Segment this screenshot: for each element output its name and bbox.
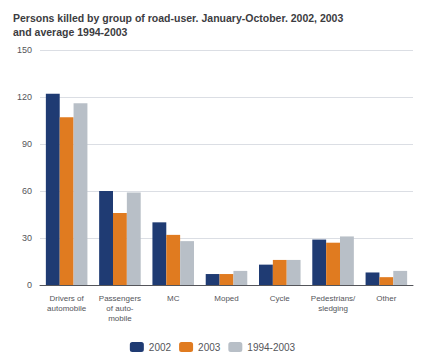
svg-text:Pedestrians/: Pedestrians/: [311, 294, 356, 303]
svg-text:1994-2003: 1994-2003: [247, 342, 295, 353]
svg-text:automobile: automobile: [47, 304, 87, 313]
svg-text:sledging: sledging: [318, 304, 348, 313]
svg-text:Moped: Moped: [214, 294, 238, 303]
svg-text:MC: MC: [167, 294, 180, 303]
svg-text:2003: 2003: [198, 342, 221, 353]
svg-text:120: 120: [17, 92, 32, 102]
svg-text:30: 30: [22, 233, 32, 243]
svg-text:60: 60: [22, 186, 32, 196]
svg-text:of auto-: of auto-: [106, 304, 133, 313]
svg-text:Persons killed by group of roa: Persons killed by group of road-user. Ja…: [13, 12, 343, 24]
svg-text:Cycle: Cycle: [270, 294, 291, 303]
svg-text:150: 150: [17, 45, 32, 55]
svg-text:and average 1994-2003: and average 1994-2003: [13, 26, 128, 38]
svg-text:mobile: mobile: [108, 314, 132, 323]
svg-text:2002: 2002: [149, 342, 172, 353]
svg-text:0: 0: [27, 280, 32, 290]
svg-text:Drivers of: Drivers of: [50, 294, 85, 303]
svg-text:Other: Other: [376, 294, 396, 303]
svg-text:Passengers: Passengers: [99, 294, 141, 303]
svg-text:90: 90: [22, 139, 32, 149]
